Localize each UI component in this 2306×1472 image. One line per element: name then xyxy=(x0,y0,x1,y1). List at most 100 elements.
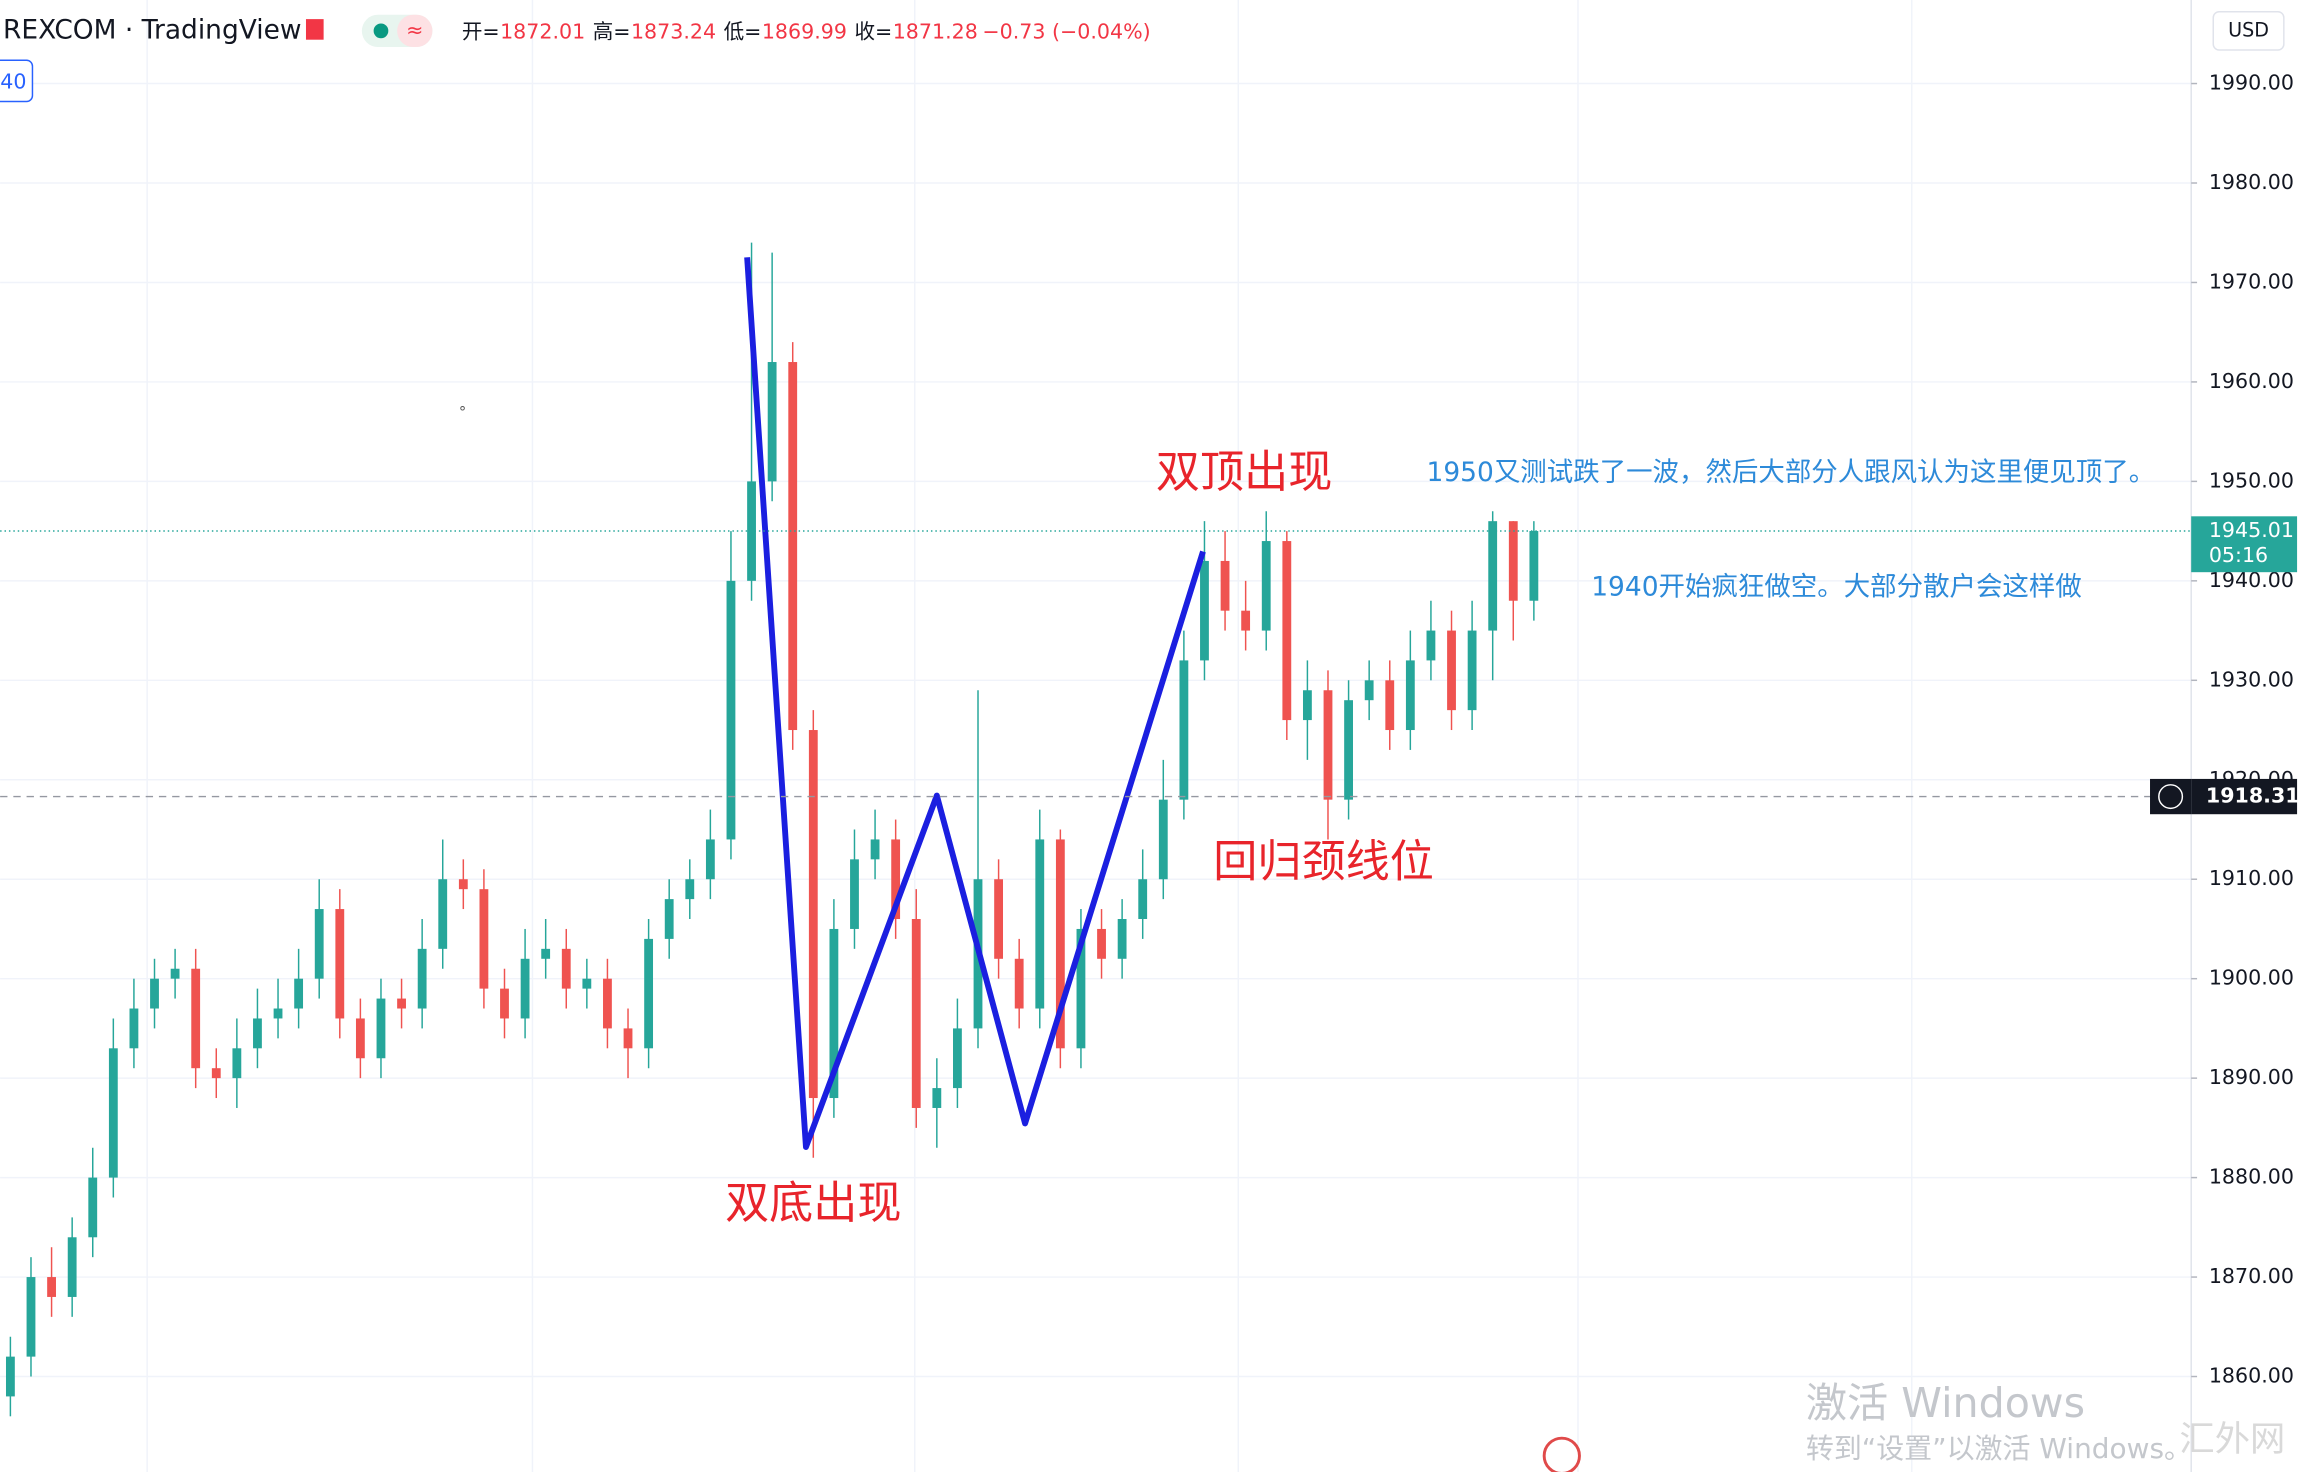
readout-key: 收= xyxy=(854,19,892,43)
body xyxy=(417,948,427,1009)
interval-badge: 40 xyxy=(0,69,26,93)
body xyxy=(1200,560,1209,661)
status-dot xyxy=(373,23,389,39)
body xyxy=(541,948,551,959)
y-tick-label: 1860.00 xyxy=(2209,1364,2294,1388)
body xyxy=(1241,610,1251,631)
vertical-grid xyxy=(146,0,1913,1472)
body xyxy=(1302,690,1312,721)
crosshair-box xyxy=(2191,778,2298,815)
body xyxy=(788,362,798,731)
body xyxy=(47,1277,56,1297)
body xyxy=(5,1356,15,1397)
annotation: 1940开始疯狂做空。大部分散户会这样做 xyxy=(1591,572,2082,603)
body xyxy=(232,1048,242,1079)
body xyxy=(88,1177,98,1238)
body xyxy=(335,909,345,1019)
currency-button[interactable] xyxy=(2212,11,2285,51)
readout-value: 1871.28 xyxy=(893,19,978,43)
body xyxy=(1323,690,1333,800)
readout: 开= 1872.01 高= 1873.24 低= 1869.99 收= 1871.28 −0.7… xyxy=(462,19,1151,43)
y-tick-label: 1900.00 xyxy=(2209,966,2294,990)
body xyxy=(500,988,509,1019)
status-icon: ≈ xyxy=(406,18,423,42)
currency[interactable]: USD xyxy=(2228,18,2269,41)
body xyxy=(1529,531,1539,601)
body xyxy=(355,1018,365,1059)
body xyxy=(1014,958,1024,1009)
body xyxy=(911,919,921,1108)
body xyxy=(953,1028,962,1089)
body xyxy=(1488,521,1498,631)
annotation: 双底出现 xyxy=(725,1178,901,1229)
body xyxy=(1426,630,1436,661)
body xyxy=(603,978,612,1029)
badge-box xyxy=(0,59,34,103)
readout-change: −0.73 (−0.04%) xyxy=(982,19,1150,43)
y-tick-label: 1890.00 xyxy=(2209,1065,2294,1089)
body xyxy=(458,879,468,890)
body xyxy=(314,909,324,979)
body xyxy=(685,879,695,900)
y-tick-label: 1960.00 xyxy=(2209,369,2294,393)
body xyxy=(294,978,304,1009)
last-price-box xyxy=(2191,516,2298,573)
body xyxy=(1055,839,1065,1049)
watermark: 激活 Windows 转到“设置”以激活 Windows。 汇外网 xyxy=(1542,1379,2285,1472)
y-tick-label: 1980.00 xyxy=(2209,170,2294,194)
annotation: 回归颈线位 xyxy=(1213,837,1434,888)
body xyxy=(726,580,736,840)
body xyxy=(1138,879,1148,920)
body xyxy=(1344,700,1353,800)
body xyxy=(520,958,530,1019)
body xyxy=(1117,919,1127,959)
body xyxy=(1385,680,1395,731)
zigzag-drawing xyxy=(744,257,1206,1150)
body xyxy=(170,968,180,979)
watermark-site: 汇外网 xyxy=(2179,1419,2285,1460)
body xyxy=(479,889,489,989)
body xyxy=(1261,541,1271,631)
body xyxy=(994,879,1004,959)
status-pill-2 xyxy=(397,14,433,48)
body xyxy=(273,1008,283,1019)
event-icon xyxy=(1542,1436,1581,1472)
body xyxy=(644,938,654,1049)
y-tick-label: 1880.00 xyxy=(2209,1165,2294,1189)
body xyxy=(932,1088,942,1108)
body xyxy=(808,730,818,1099)
last-price-label: 1945.01 xyxy=(2209,518,2294,542)
flag-icon xyxy=(305,19,324,40)
body xyxy=(376,998,386,1059)
price-axis: 1860.00 1870.00 1880.00 1890.00 1900.00 1910.… xyxy=(2150,71,2300,1388)
body xyxy=(1035,839,1045,1009)
body xyxy=(767,362,777,482)
body xyxy=(623,1028,633,1049)
y-tick-label: 1910.00 xyxy=(2209,866,2294,890)
body xyxy=(1405,660,1415,731)
body xyxy=(438,879,448,949)
body xyxy=(1282,541,1292,721)
body xyxy=(1220,560,1230,611)
crosshair-label: 1918.31 xyxy=(2206,784,2300,808)
body xyxy=(664,899,674,939)
body xyxy=(1179,660,1189,800)
body xyxy=(705,839,715,880)
body xyxy=(829,928,839,1099)
crosshair-icon xyxy=(2158,784,2184,810)
readout-value: 1873.24 xyxy=(631,19,716,43)
watermark-sub: 转到“设置”以激活 Windows。 xyxy=(1806,1432,2192,1465)
body xyxy=(1467,630,1477,711)
watermark-title: 激活 Windows xyxy=(1806,1379,2085,1427)
body xyxy=(1076,928,1086,1049)
body xyxy=(1447,630,1456,711)
body xyxy=(1364,680,1374,701)
body xyxy=(1097,928,1106,959)
countdown: 05:16 xyxy=(2209,543,2268,567)
annotation: 1950又测试跌了一波，然后大部分人跟风认为这里便见顶了。 xyxy=(1427,457,2156,488)
body xyxy=(211,1068,221,1079)
grid xyxy=(0,82,2192,1378)
